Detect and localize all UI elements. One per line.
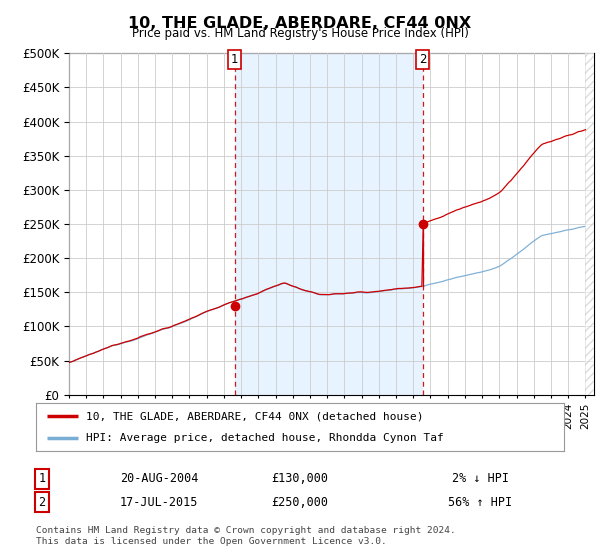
Text: 2: 2 [419, 53, 427, 66]
Text: £130,000: £130,000 [271, 472, 329, 486]
Bar [235, 53, 422, 395]
Text: Contains HM Land Registry data © Crown copyright and database right 2024.
This d: Contains HM Land Registry data © Crown c… [36, 526, 456, 546]
Text: 1: 1 [38, 472, 46, 486]
Text: 2: 2 [38, 496, 46, 509]
Text: 56% ↑ HPI: 56% ↑ HPI [448, 496, 512, 509]
Text: 17-JUL-2015: 17-JUL-2015 [120, 496, 199, 509]
Text: Price paid vs. HM Land Registry's House Price Index (HPI): Price paid vs. HM Land Registry's House … [131, 27, 469, 40]
Text: 2% ↓ HPI: 2% ↓ HPI [452, 472, 509, 486]
Text: 1: 1 [231, 53, 238, 66]
Text: HPI: Average price, detached house, Rhondda Cynon Taf: HPI: Average price, detached house, Rhon… [86, 433, 444, 443]
Text: 10, THE GLADE, ABERDARE, CF44 0NX (detached house): 10, THE GLADE, ABERDARE, CF44 0NX (detac… [86, 411, 424, 421]
Text: £250,000: £250,000 [271, 496, 329, 509]
Text: 10, THE GLADE, ABERDARE, CF44 0NX: 10, THE GLADE, ABERDARE, CF44 0NX [128, 16, 472, 31]
Text: 20-AUG-2004: 20-AUG-2004 [120, 472, 199, 486]
